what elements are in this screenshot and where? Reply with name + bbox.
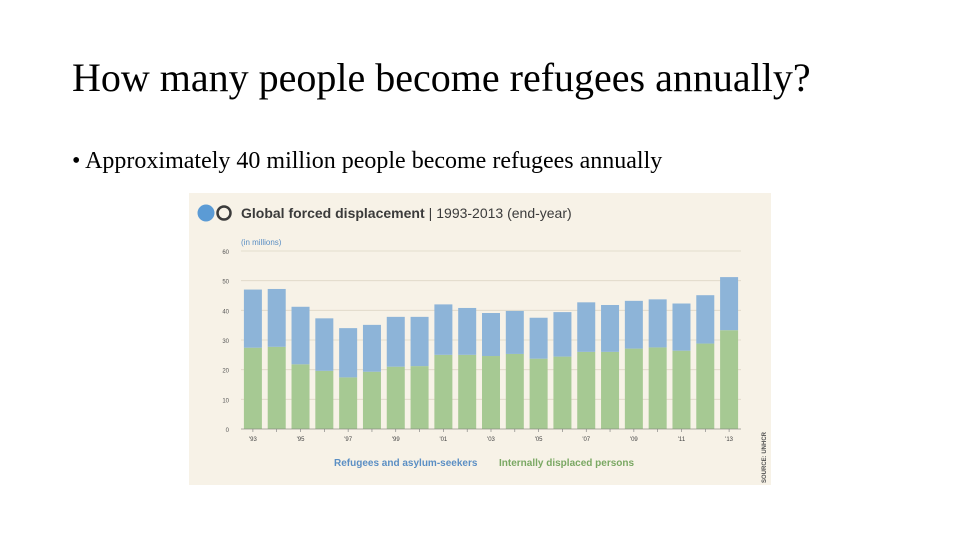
chart-title-main: Global forced displacement	[241, 205, 425, 221]
y-tick-label: 50	[222, 280, 229, 286]
chart-icon-filled	[197, 204, 215, 222]
bar-idp	[243, 347, 262, 429]
bar-refugees	[386, 316, 405, 367]
y-tick-label: 20	[222, 369, 229, 375]
bar-refugees	[482, 313, 500, 357]
slide-title: How many people become refugees annually…	[72, 55, 811, 100]
y-tick-label: 10	[222, 398, 229, 404]
bar-idp	[482, 356, 500, 429]
y-tick-label: 0	[226, 428, 230, 434]
bar-idp	[267, 346, 286, 429]
bars-layer	[243, 277, 739, 429]
y-tick-label: 30	[222, 339, 229, 345]
chart-title: Global forced displacement | 1993-2013 (en…	[241, 205, 572, 221]
chart-panel: Global forced displacement | 1993-2013 (en…	[189, 193, 771, 485]
x-tick-label: '97	[344, 437, 352, 443]
legend-idp: Internally displaced persons	[499, 458, 634, 469]
bar-refugees	[315, 318, 334, 371]
x-tick-label: '01	[439, 437, 447, 443]
bar-idp	[434, 354, 453, 429]
bar-refugees	[696, 295, 715, 344]
bar-idp	[339, 377, 358, 429]
bar-idp	[624, 348, 643, 429]
chart-header-icon	[197, 204, 232, 222]
bar-refugees	[624, 300, 643, 349]
bar-refugees	[243, 289, 262, 348]
bar-refugees	[529, 317, 548, 359]
bar-idp	[553, 356, 572, 429]
x-tick-label: '09	[630, 437, 638, 443]
y-tick-label: 40	[222, 309, 229, 315]
bar-refugees	[601, 304, 620, 352]
bar-refugees	[672, 303, 691, 351]
y-axis-label: (in millions)	[241, 238, 282, 247]
bar-idp	[386, 366, 405, 429]
x-tick-label: '93	[249, 437, 257, 443]
bar-idp	[505, 353, 524, 429]
bar-idp	[672, 350, 691, 429]
bar-refugees	[577, 302, 596, 352]
bar-idp	[529, 358, 548, 429]
x-tick-label: '13	[725, 437, 733, 443]
bar-refugees	[720, 277, 739, 331]
bar-idp	[601, 351, 620, 429]
bar-refugees	[362, 324, 381, 372]
bullet-marker: •	[72, 148, 81, 174]
x-tick-label: '05	[535, 437, 543, 443]
x-tick-label: '11	[678, 437, 686, 443]
bullet-text: Approximately 40 million people become r…	[85, 148, 663, 174]
bar-refugees	[339, 328, 358, 378]
y-tick-label: 60	[222, 250, 229, 256]
chart-title-separator: |	[429, 205, 433, 221]
legend-refugees: Refugees and asylum-seekers	[334, 458, 478, 469]
bar-idp	[648, 347, 667, 429]
bar-idp	[577, 351, 596, 429]
bar-refugees	[267, 288, 286, 347]
bar-refugees	[505, 310, 524, 354]
x-tick-label: '03	[487, 437, 495, 443]
bar-refugees	[434, 304, 453, 355]
displacement-chart: Global forced displacement | 1993-2013 (en…	[197, 204, 768, 483]
x-tick-label: '99	[392, 437, 400, 443]
bar-refugees	[410, 316, 429, 367]
bar-idp	[291, 364, 310, 429]
axis-layer: 0 10 20 30 40 50 60 '93 '95 '97 '99 '01 '03 '05 '07 '09…	[222, 250, 741, 443]
chart-icon-outline	[216, 205, 232, 221]
x-tick-label: '07	[582, 437, 590, 443]
bar-idp	[315, 370, 334, 429]
bar-idp	[458, 354, 477, 429]
bullet-item: • Approximately 40 million people become…	[72, 148, 662, 175]
x-tick-label: '95	[297, 437, 305, 443]
bar-refugees	[648, 299, 667, 348]
bar-idp	[720, 330, 739, 429]
bar-refugees	[553, 312, 572, 357]
bar-idp	[362, 371, 381, 429]
source-note: SOURCE: UNHCR	[762, 431, 768, 483]
bar-refugees	[291, 306, 310, 365]
bar-idp	[696, 343, 715, 429]
bar-refugees	[458, 307, 477, 355]
bar-idp	[410, 366, 429, 429]
chart-title-range: 1993-2013 (end-year)	[436, 205, 571, 221]
